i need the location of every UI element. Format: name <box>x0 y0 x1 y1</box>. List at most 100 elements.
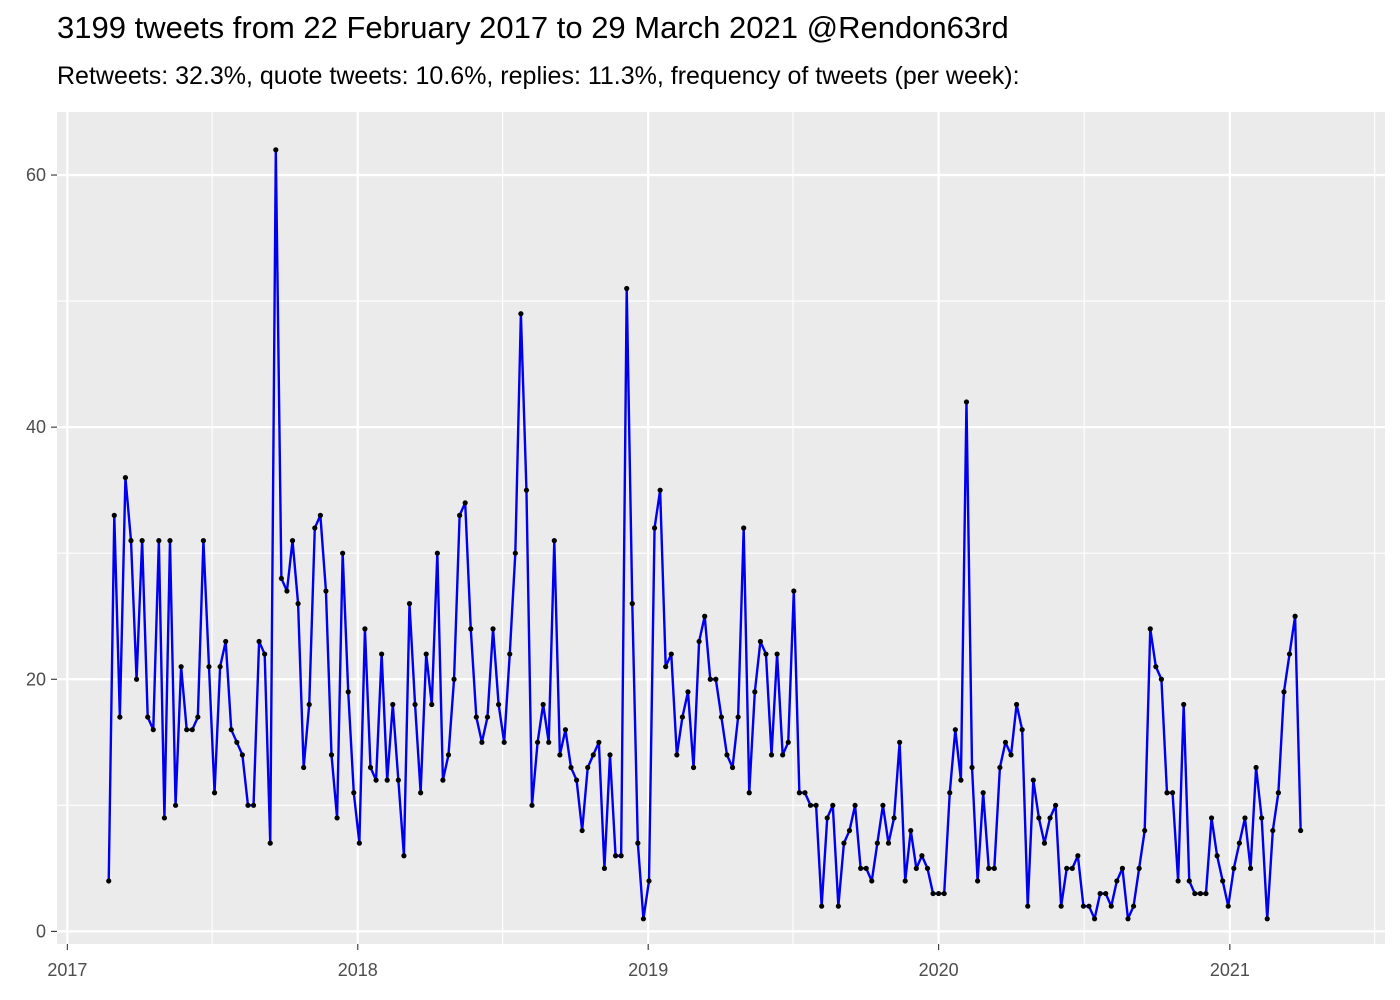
data-point <box>217 664 223 670</box>
data-point <box>484 714 491 720</box>
data-point <box>997 764 1003 771</box>
data-point <box>473 714 479 720</box>
data-point <box>913 865 919 871</box>
data-point <box>874 840 880 846</box>
data-point <box>122 474 129 481</box>
data-point <box>462 500 468 506</box>
data-point <box>317 512 323 518</box>
data-point <box>312 525 318 531</box>
data-point <box>1247 865 1254 871</box>
data-point <box>841 840 847 846</box>
data-point <box>351 790 357 796</box>
data-point <box>975 878 981 884</box>
x-tick-label: 2017 <box>47 960 87 980</box>
y-tick-label: 40 <box>26 417 46 437</box>
data-point <box>852 802 858 808</box>
data-point <box>596 739 602 745</box>
data-point <box>1019 727 1025 733</box>
data-point <box>512 550 518 556</box>
data-point <box>189 727 195 733</box>
data-point <box>557 752 563 758</box>
x-tick-label: 2020 <box>919 960 959 980</box>
data-point <box>958 777 964 783</box>
data-point <box>629 601 635 607</box>
data-point <box>256 638 262 645</box>
data-point <box>919 853 925 859</box>
data-point <box>178 664 184 670</box>
data-point <box>679 714 686 720</box>
data-point <box>1153 664 1159 670</box>
data-point <box>1298 827 1304 834</box>
data-point <box>1041 840 1048 846</box>
data-point <box>1002 739 1009 745</box>
x-tick-label: 2018 <box>338 960 378 980</box>
data-point <box>707 676 713 682</box>
data-point <box>713 676 719 682</box>
data-point <box>223 638 229 645</box>
data-point <box>429 701 435 708</box>
data-point <box>451 676 457 682</box>
data-point <box>395 777 401 783</box>
data-point <box>1281 689 1287 695</box>
data-point <box>1220 878 1226 884</box>
data-point <box>724 752 730 758</box>
data-point <box>785 739 791 745</box>
x-tick-label: 2019 <box>628 960 668 980</box>
data-point <box>1275 790 1281 796</box>
data-point <box>1264 916 1270 922</box>
data-point <box>1025 903 1031 909</box>
data-point <box>384 777 390 783</box>
data-point <box>273 147 279 153</box>
data-point <box>1242 815 1248 821</box>
data-point <box>1047 815 1053 821</box>
data-point <box>390 701 396 708</box>
data-point <box>585 764 591 771</box>
data-point <box>234 739 240 745</box>
data-point <box>479 739 485 745</box>
data-point <box>406 601 413 607</box>
data-point <box>1008 752 1014 758</box>
data-point <box>440 777 446 783</box>
data-point <box>947 790 953 796</box>
data-point <box>924 865 931 871</box>
data-point <box>668 651 674 657</box>
data-point <box>607 752 613 758</box>
data-point <box>1192 890 1198 897</box>
data-point <box>195 714 201 720</box>
data-point <box>1225 903 1231 909</box>
data-point <box>1030 777 1036 783</box>
data-point <box>696 638 702 645</box>
data-point <box>401 853 407 859</box>
data-point <box>1259 815 1265 821</box>
data-point <box>930 890 936 897</box>
plot-panel <box>57 112 1385 944</box>
data-point <box>952 727 958 733</box>
data-point <box>1080 903 1087 909</box>
data-point <box>534 739 541 745</box>
data-point <box>824 815 830 821</box>
data-point <box>1292 613 1298 619</box>
data-point <box>262 651 268 657</box>
data-point <box>540 701 546 708</box>
data-point <box>579 827 585 834</box>
data-point <box>356 840 362 846</box>
data-point <box>1136 865 1142 871</box>
data-point <box>445 752 452 758</box>
data-point <box>490 626 496 632</box>
data-point <box>635 840 641 846</box>
data-point <box>1036 815 1042 821</box>
data-point <box>1014 701 1020 708</box>
data-point <box>1197 890 1203 897</box>
data-point <box>1253 764 1259 771</box>
data-point <box>150 727 156 733</box>
y-tick-label: 60 <box>26 165 46 185</box>
data-point <box>1164 790 1170 796</box>
data-point <box>941 890 947 897</box>
data-point <box>590 752 596 758</box>
data-point <box>980 790 986 796</box>
data-point <box>1130 903 1137 909</box>
data-point <box>334 815 340 821</box>
data-point <box>206 664 212 670</box>
data-point <box>496 701 502 708</box>
minor-gridlines <box>57 112 1385 944</box>
